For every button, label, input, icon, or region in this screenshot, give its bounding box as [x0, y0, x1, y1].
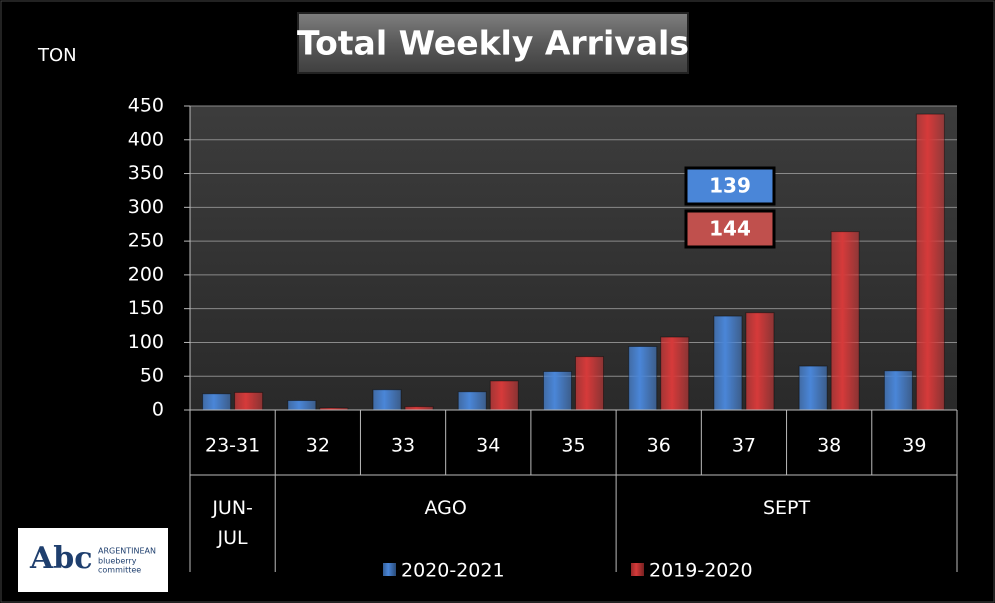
y-axis-label: TON	[37, 45, 77, 66]
bar	[713, 315, 743, 411]
x-tick-label: 38	[817, 435, 841, 457]
bar	[404, 406, 434, 411]
y-tick-label: 200	[128, 263, 164, 285]
x-tick-label: 33	[391, 435, 415, 457]
bar	[287, 400, 317, 411]
bar	[745, 312, 775, 411]
bar	[915, 113, 945, 411]
bar	[628, 345, 658, 411]
logo-mark: Abc	[29, 541, 93, 576]
bar	[798, 365, 828, 411]
group-label: JUN-JUL	[212, 497, 253, 549]
x-tick-label: 36	[647, 435, 671, 457]
bar	[575, 356, 604, 411]
legend-swatch	[383, 563, 396, 576]
x-tick-label: 32	[306, 435, 330, 457]
x-tick-label: 34	[476, 435, 500, 457]
bar	[883, 370, 913, 411]
annotation: 139	[709, 174, 751, 198]
logo-text: ARGENTINEAN	[98, 547, 156, 556]
x-tick-label: 35	[561, 435, 585, 457]
logo-box	[18, 528, 168, 592]
annotation-box	[684, 166, 776, 206]
logo-text: blueberry	[98, 557, 137, 566]
bar	[457, 391, 487, 411]
legend-label: 2020-2021	[401, 560, 505, 582]
y-tick-label: 250	[128, 230, 164, 252]
bar	[234, 391, 264, 411]
group-label: AGO	[424, 497, 467, 519]
y-tick-label: 0	[152, 399, 164, 421]
annotation-box	[684, 209, 776, 249]
y-tick-label: 100	[128, 331, 164, 353]
x-tick-label: 23-31	[205, 435, 260, 457]
bar	[202, 393, 232, 411]
chart-title: Total Weekly Arrivals	[297, 24, 689, 63]
annotation: 144	[709, 217, 751, 241]
y-tick-label: 400	[128, 128, 164, 150]
bar	[660, 336, 690, 411]
x-tick-label: 39	[902, 435, 926, 457]
y-tick-label: 300	[128, 196, 164, 218]
bar	[830, 231, 860, 411]
y-tick-label: 50	[140, 365, 164, 387]
logo-text: committee	[98, 566, 141, 575]
group-label: SEPT	[762, 497, 811, 519]
y-tick-label: 150	[128, 297, 164, 319]
title-box	[297, 12, 689, 74]
y-tick-label: 350	[128, 162, 164, 184]
y-tick-label: 450	[128, 95, 164, 117]
legend-swatch	[631, 563, 644, 576]
bar	[372, 389, 402, 411]
bar	[489, 380, 519, 411]
x-tick-label: 37	[732, 435, 756, 457]
legend-label: 2019-2020	[649, 560, 753, 582]
plot-area	[190, 106, 957, 410]
bar	[543, 370, 572, 411]
